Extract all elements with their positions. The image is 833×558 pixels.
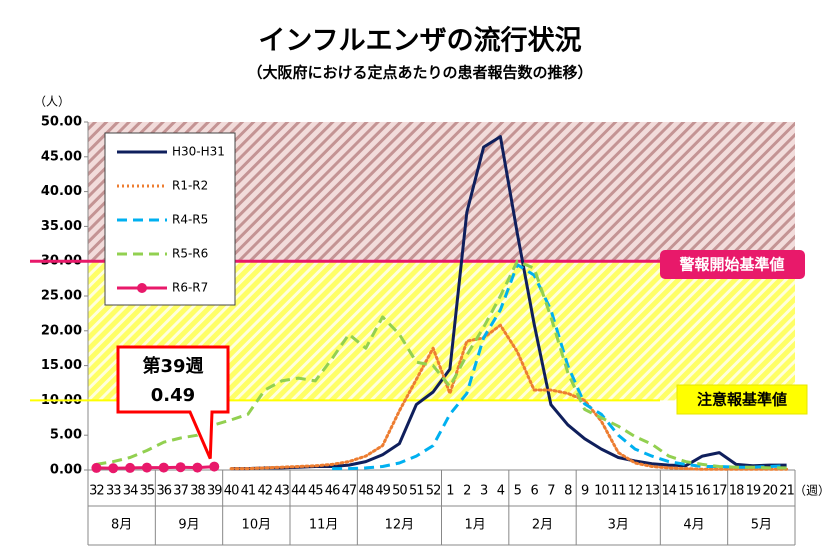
series-marker xyxy=(141,462,152,473)
series-marker xyxy=(192,462,203,473)
x-tick-label: 34 xyxy=(123,484,138,499)
month-label: 10月 xyxy=(242,518,272,533)
legend-label: R4-R5 xyxy=(172,213,208,227)
x-tick-label: 8 xyxy=(564,484,572,499)
x-tick-label: 36 xyxy=(156,484,171,499)
x-tick-label: 39 xyxy=(207,484,222,499)
x-tick-label: 40 xyxy=(224,484,239,499)
alert-label: 警報開始基準値 xyxy=(678,256,784,274)
callout-value: 0.49 xyxy=(151,385,195,406)
x-tick-label: 51 xyxy=(409,484,424,499)
x-tick-label: 3 xyxy=(480,484,488,499)
x-tick-label: 1 xyxy=(446,484,454,499)
x-tick-label: 13 xyxy=(645,484,660,499)
x-tick-label: 7 xyxy=(547,484,555,499)
x-tick-label: 41 xyxy=(241,484,256,499)
y-tick-label: 50.00 xyxy=(41,115,82,130)
x-tick-label: 15 xyxy=(678,484,693,499)
month-label: 3月 xyxy=(608,518,629,533)
x-tick-label: 19 xyxy=(746,484,761,499)
month-label: 2月 xyxy=(532,518,553,533)
y-tick-label: 20.00 xyxy=(41,323,82,338)
alert-label-box xyxy=(660,250,805,279)
x-tick-label: 9 xyxy=(581,484,589,499)
x-tick-label: 38 xyxy=(190,484,205,499)
series-marker xyxy=(175,462,186,473)
x-tick-label: 44 xyxy=(291,484,306,499)
y-tick-label: 35.00 xyxy=(41,219,82,234)
x-tick-label: 49 xyxy=(375,484,390,499)
legend-label: R5-R6 xyxy=(172,247,208,261)
legend-label: H30-H31 xyxy=(172,145,225,159)
x-tick-label: 46 xyxy=(325,484,340,499)
x-tick-label: 4 xyxy=(497,484,505,499)
x-tick-label: 52 xyxy=(426,484,441,499)
x-tick-label: 33 xyxy=(106,484,121,499)
y-unit: （人） xyxy=(34,95,70,109)
x-tick-label: 6 xyxy=(530,484,538,499)
month-label: 12月 xyxy=(385,518,415,533)
legend-marker xyxy=(137,283,147,293)
y-tick-label: 25.00 xyxy=(41,289,82,304)
x-tick-label: 20 xyxy=(762,484,777,499)
legend xyxy=(104,132,236,306)
series-marker xyxy=(209,461,220,472)
x-tick-label: 14 xyxy=(661,484,676,499)
x-tick-label: 2 xyxy=(463,484,470,499)
x-tick-label: 35 xyxy=(140,484,155,499)
x-tick-label: 11 xyxy=(611,484,626,499)
series-marker xyxy=(158,462,169,473)
x-tick-label: 10 xyxy=(594,484,609,499)
series-line xyxy=(96,259,787,470)
callout-box xyxy=(116,345,230,460)
y-tick-label: 5.00 xyxy=(50,428,82,443)
x-tick-label: 32 xyxy=(89,484,104,499)
x-tick-label: 45 xyxy=(308,484,323,499)
x-tick-label: 48 xyxy=(358,484,373,499)
series-line xyxy=(229,323,789,471)
month-label: 9月 xyxy=(178,518,199,533)
caution-label: 注意報基準値 xyxy=(697,391,787,409)
series-line xyxy=(231,135,787,471)
x-tick-label: 17 xyxy=(712,484,727,499)
series-marker xyxy=(91,462,102,473)
y-tick-label: 15.00 xyxy=(41,358,82,373)
y-tick-label: 45.00 xyxy=(41,149,82,164)
series-marker xyxy=(125,462,136,473)
y-tick-label: 40.00 xyxy=(41,184,82,199)
series-line xyxy=(332,263,787,471)
x-tick-label: 47 xyxy=(342,484,357,499)
caution-label-box xyxy=(676,384,808,415)
x-tick-label: 42 xyxy=(257,484,272,499)
x-tick-label: 5 xyxy=(514,484,522,499)
y-tick-label: 0.00 xyxy=(50,463,82,478)
x-unit: （週） xyxy=(794,484,830,498)
x-tick-label: 18 xyxy=(729,484,744,499)
x-tick-label: 16 xyxy=(695,484,710,499)
legend-label: R6-R7 xyxy=(172,281,208,295)
x-tick-label: 37 xyxy=(173,484,188,499)
legend-label: R1-R2 xyxy=(172,179,208,193)
month-label: 1月 xyxy=(465,518,486,533)
chart-subtitle: （大阪府における定点あたりの患者報告数の推移） xyxy=(247,64,592,82)
x-tick-label: 21 xyxy=(779,484,794,499)
x-tick-label: 43 xyxy=(274,484,289,499)
month-label: 8月 xyxy=(111,518,132,533)
callout-title: 第39週 xyxy=(142,355,203,377)
series-marker xyxy=(108,463,119,474)
month-label: 5月 xyxy=(751,518,772,533)
x-tick-label: 12 xyxy=(628,484,643,499)
month-label: 11月 xyxy=(309,518,339,533)
month-label: 4月 xyxy=(683,518,704,533)
x-tick-label: 50 xyxy=(392,484,407,499)
chart-title: インフルエンザの流行状況 xyxy=(258,25,581,57)
